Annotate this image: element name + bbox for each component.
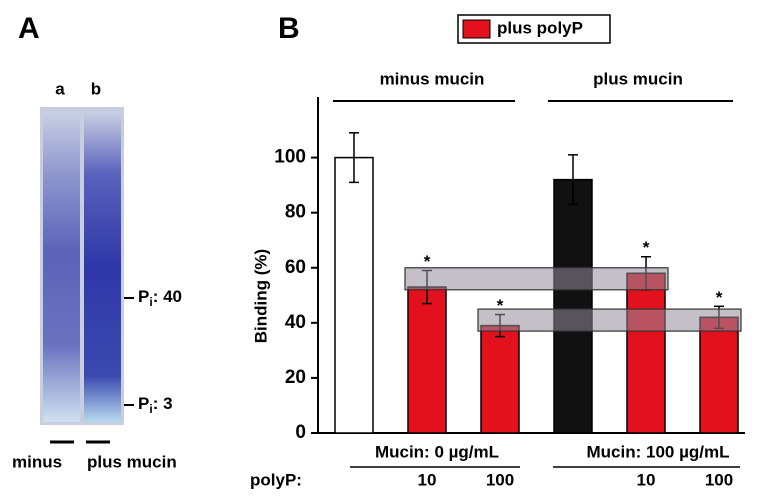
mucin-label: Mucin: 100 µg/mL	[587, 442, 730, 461]
bar	[699, 316, 739, 434]
group-label: minus mucin	[380, 69, 485, 88]
group-label: plus mucin	[593, 69, 683, 88]
significance: *	[716, 288, 723, 307]
bar	[626, 272, 666, 434]
x-tick-label: 100	[486, 470, 514, 489]
gel-lane	[43, 112, 80, 422]
y-tick-label: 60	[285, 257, 306, 278]
legend-swatch	[462, 19, 491, 39]
y-tick-label: 20	[285, 367, 306, 388]
y-tick-label: 100	[274, 147, 306, 168]
gel-lane	[84, 112, 121, 422]
x-tick-label: 100	[705, 470, 733, 489]
bar	[480, 324, 520, 434]
significance: *	[643, 238, 650, 257]
highlight-band	[404, 267, 669, 291]
panel-label: A	[18, 12, 40, 45]
marker-label: Pi: 40	[138, 287, 182, 309]
y-tick-label: 80	[285, 202, 306, 223]
lane-label: b	[91, 79, 101, 98]
significance: *	[424, 252, 431, 271]
legend-label: plus polyP	[497, 18, 583, 37]
bar	[553, 178, 593, 434]
bottom-label: plus mucin	[87, 452, 177, 471]
polyp-label: polyP:	[250, 470, 302, 489]
y-tick-label: 40	[285, 312, 306, 333]
bar	[407, 286, 447, 434]
highlight-band	[477, 308, 742, 332]
bottom-label: minus	[12, 452, 62, 471]
x-tick-label: 10	[418, 470, 437, 489]
y-axis-label: Binding (%)	[251, 249, 270, 343]
marker-label: Pi: 3	[138, 394, 173, 416]
bar	[334, 156, 374, 434]
lane-label: a	[55, 79, 65, 98]
x-tick-label: 10	[637, 470, 656, 489]
panel-label: B	[278, 12, 300, 45]
y-tick-label: 0	[295, 422, 306, 443]
mucin-label: Mucin: 0 µg/mL	[375, 442, 499, 461]
significance: *	[497, 296, 504, 315]
